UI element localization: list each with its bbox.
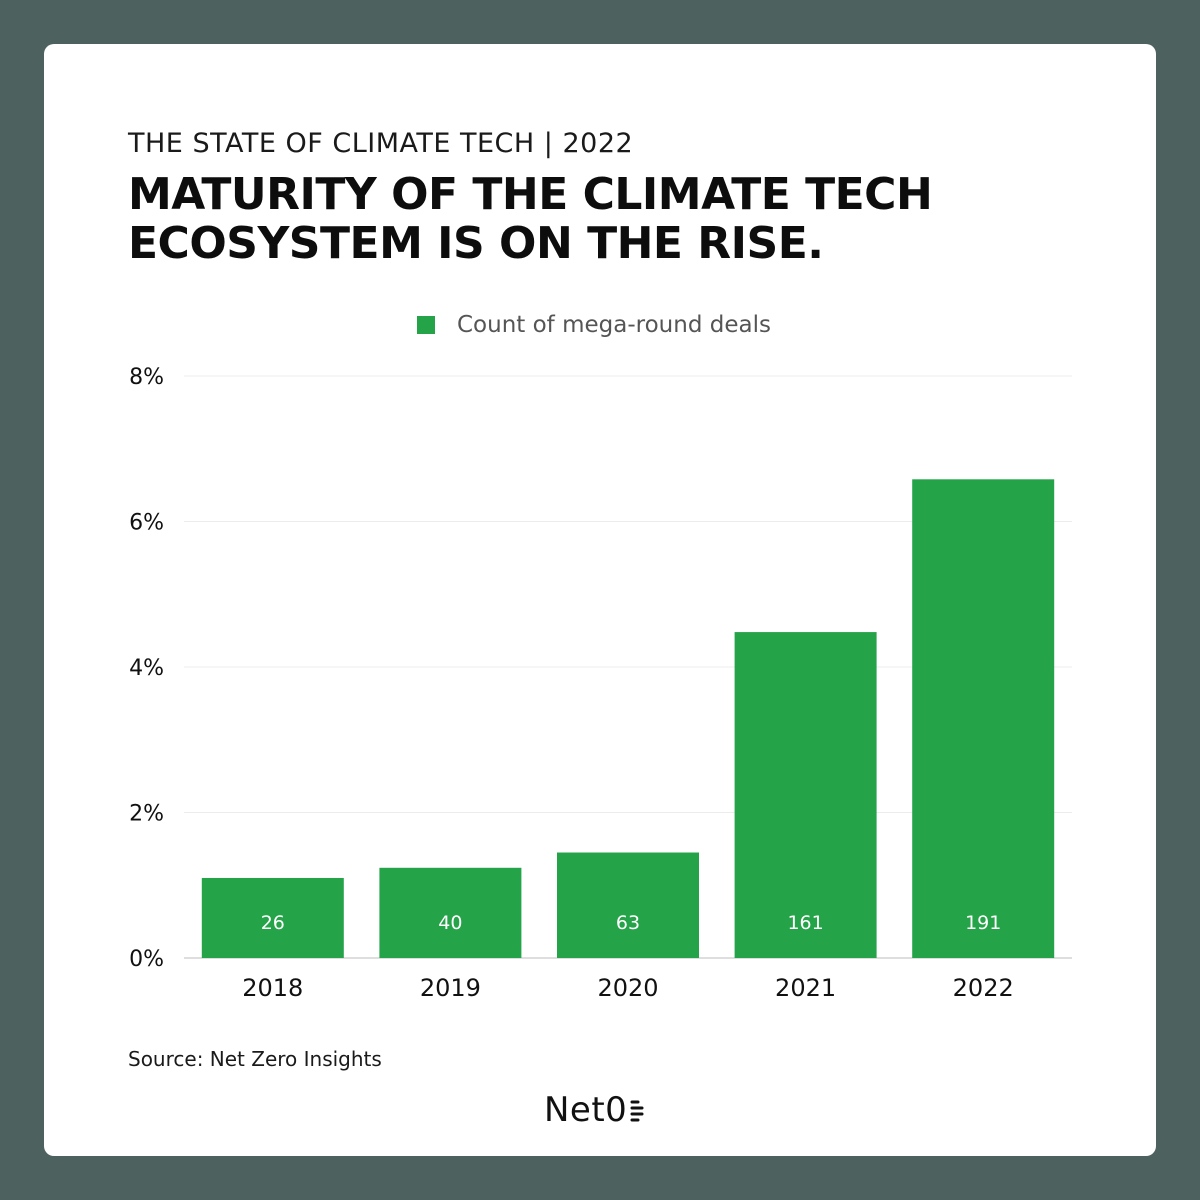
headline: MATURITY OF THE CLIMATE TECH ECOSYSTEM I… [128, 170, 1088, 268]
y-tick-label: 0% [129, 947, 164, 972]
bar-data-label: 26 [261, 912, 285, 934]
bar-chart: 0% 2% 4% 6% 8% 26 2018 40 2019 63 2020 161 2021 191 20… [129, 365, 1072, 1002]
card: THE STATE OF CLIMATE TECH | 2022 MATURIT… [44, 44, 1156, 1156]
x-tick-label: 2018 [242, 974, 303, 1002]
bar [912, 479, 1055, 958]
x-tick-label: 2022 [953, 974, 1014, 1002]
x-tick-label: 2019 [420, 974, 481, 1002]
x-tick-label: 2021 [775, 974, 836, 1002]
bar-data-label: 191 [965, 912, 1001, 934]
bar-data-label: 40 [438, 912, 462, 934]
y-tick-label: 4% [129, 656, 164, 681]
bar-data-label: 161 [787, 912, 823, 934]
legend: Count of mega-round deals [417, 312, 771, 338]
brand-logo: Net0 [544, 1090, 646, 1130]
headline-line-2: ECOSYSTEM IS ON THE RISE. [128, 218, 824, 269]
bar [734, 632, 877, 958]
brand-lines-icon [630, 1100, 644, 1122]
headline-line-1: MATURITY OF THE CLIMATE TECH [128, 169, 933, 220]
x-tick-label: 2020 [597, 974, 658, 1002]
y-tick-label: 6% [129, 511, 164, 536]
bar [557, 852, 699, 958]
brand-logo-text: Net0 [544, 1090, 628, 1130]
y-tick-label: 8% [129, 365, 164, 390]
legend-swatch [417, 316, 435, 334]
bar [379, 867, 522, 958]
kicker-title: THE STATE OF CLIMATE TECH | 2022 [128, 128, 634, 159]
bar-data-label: 63 [616, 912, 640, 934]
legend-label: Count of mega-round deals [457, 312, 771, 338]
source-note: Source: Net Zero Insights [128, 1047, 382, 1071]
y-tick-label: 2% [129, 802, 164, 827]
bar [201, 877, 344, 958]
